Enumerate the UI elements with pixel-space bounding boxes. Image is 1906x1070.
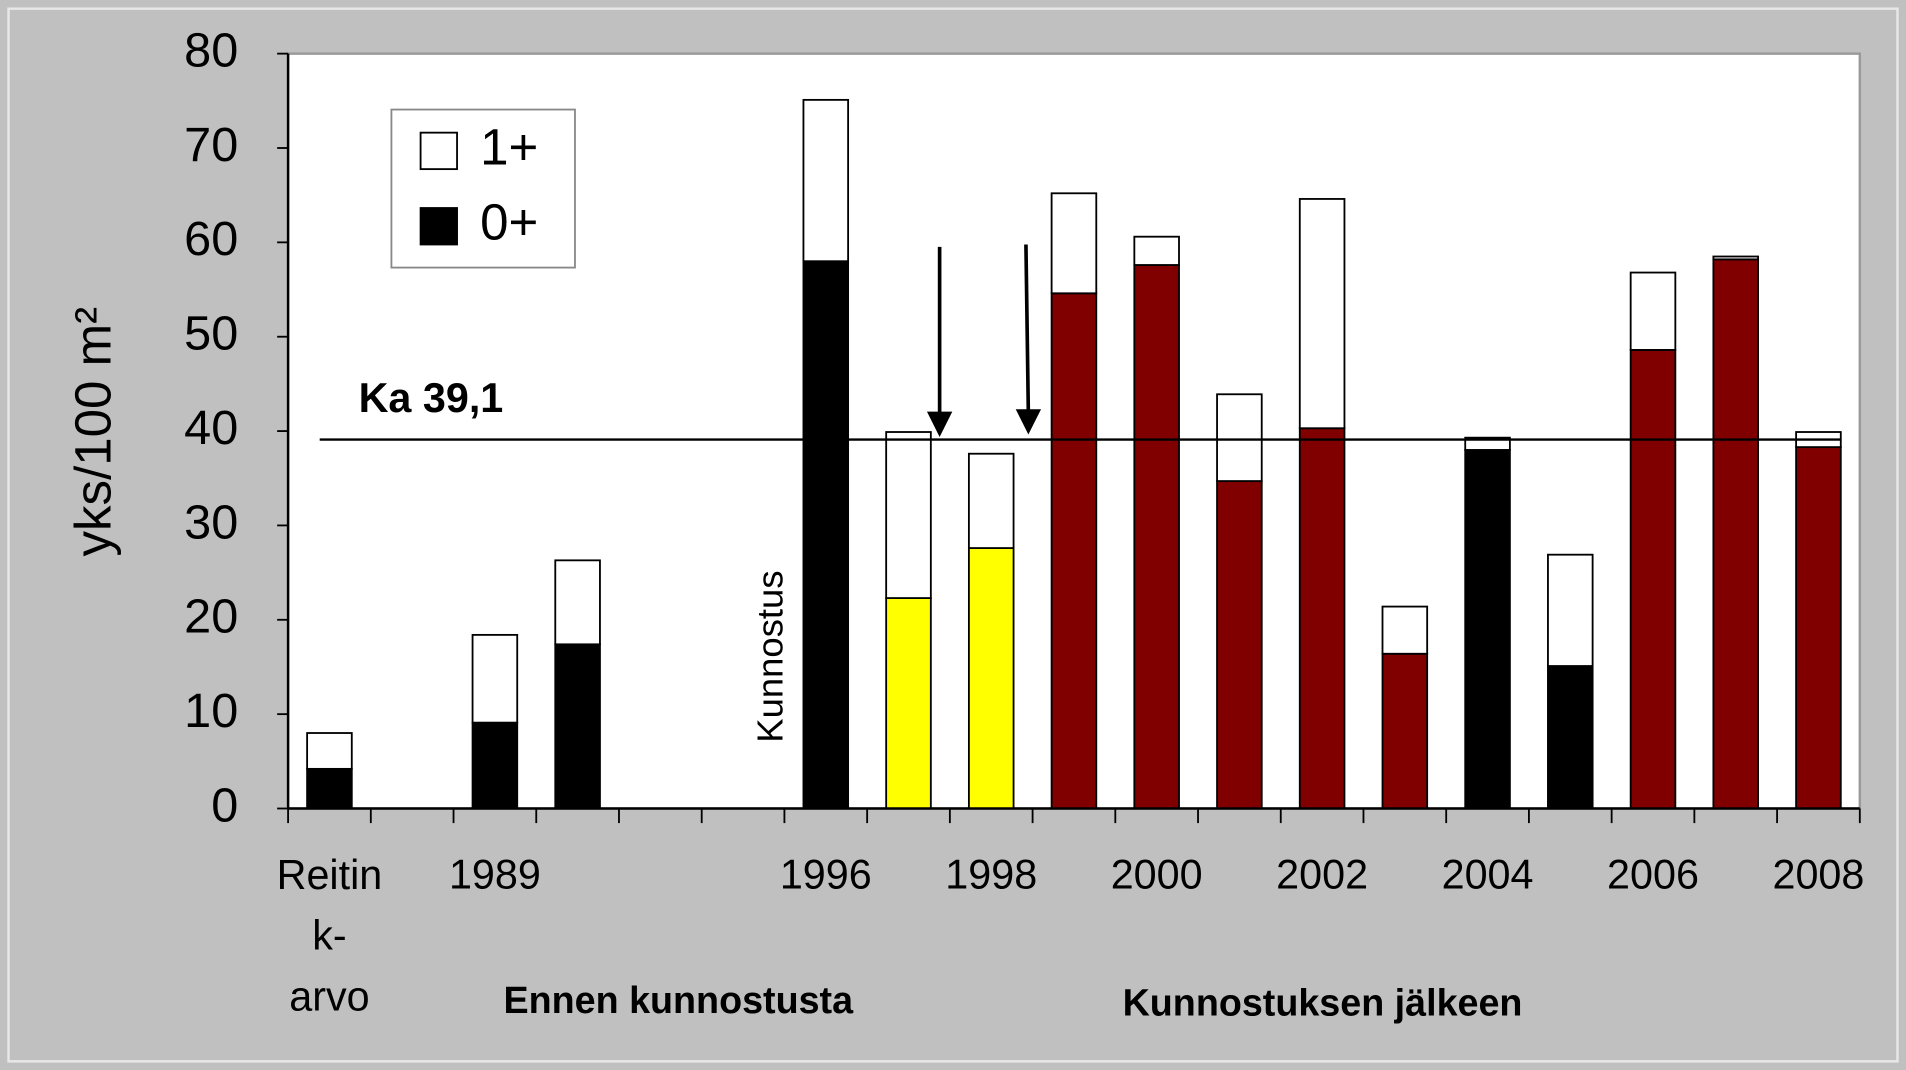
x-tick-label: 1989 — [449, 852, 541, 898]
arrow-head — [1015, 409, 1042, 435]
annotation: Kunnostus — [750, 570, 791, 742]
x-tick-label: 2008 — [1772, 852, 1864, 898]
bar-segment — [554, 559, 601, 646]
bar-segment — [1712, 255, 1759, 261]
bar-segment — [885, 597, 932, 810]
x-tick-label: Reitin k-arvo — [277, 852, 383, 1020]
y-axis-label: yks/100 m² — [65, 307, 122, 557]
mean-label: Ka 39,1 — [359, 375, 504, 421]
bar-segment — [802, 98, 850, 263]
frame — [7, 7, 1899, 1063]
bar-segment — [306, 732, 353, 770]
y-tick-label: 50 — [184, 307, 238, 361]
bar-segment — [1547, 665, 1594, 810]
bar-segment — [1133, 235, 1180, 266]
legend-label: 1+ — [480, 118, 538, 175]
x-tick-label: 1996 — [780, 852, 872, 898]
bar-segment — [967, 547, 1015, 810]
bar-segment — [1298, 198, 1346, 430]
legend-label: 0+ — [480, 194, 538, 251]
bar-segment — [1133, 264, 1180, 810]
group-label: Kunnostuksen jälkeen — [1123, 981, 1523, 1023]
bar-segment — [1712, 258, 1759, 810]
x-tick-label: 2000 — [1111, 852, 1203, 898]
arrow — [1024, 244, 1031, 415]
arrow-head — [926, 411, 953, 437]
bar-segment — [1629, 349, 1677, 810]
legend-swatch — [419, 207, 458, 246]
bar-segment — [306, 767, 353, 810]
bar-segment — [1050, 192, 1098, 295]
bar-segment — [471, 721, 519, 810]
bar-segment — [1795, 446, 1842, 810]
bar-segment — [967, 452, 1015, 549]
bar-segment — [1298, 427, 1346, 810]
y-tick-label: 60 — [184, 212, 238, 266]
group-label: Ennen kunnostusta — [504, 979, 855, 1021]
y-tick-label: 80 — [184, 23, 238, 77]
bar-segment — [1464, 449, 1511, 810]
x-tick-label: 1998 — [945, 852, 1037, 898]
y-tick-label: 40 — [184, 401, 238, 455]
arrows — [926, 244, 1042, 437]
bar-segment — [1381, 652, 1429, 810]
bar-segment — [471, 633, 519, 724]
bar-segment — [802, 260, 850, 810]
x-tick-label: 2006 — [1607, 852, 1699, 898]
bar-segment — [1381, 605, 1429, 655]
bar-segment — [1050, 292, 1098, 810]
bar-segment — [885, 431, 932, 599]
y-tick-label: 30 — [184, 495, 238, 549]
bar-segment — [554, 643, 601, 810]
bar-segment — [1629, 271, 1677, 351]
y-tick-label: 0 — [211, 778, 238, 832]
legend-swatch — [419, 131, 458, 171]
y-tick-label: 20 — [184, 590, 238, 644]
y-tick-label: 10 — [184, 684, 238, 738]
bar-segment — [1547, 553, 1594, 667]
x-tick-label: 2004 — [1442, 852, 1534, 898]
bar-segment — [1216, 480, 1263, 810]
y-tick-label: 70 — [184, 118, 238, 172]
bar-segment — [1216, 393, 1263, 482]
x-tick-label: 2002 — [1276, 852, 1368, 898]
